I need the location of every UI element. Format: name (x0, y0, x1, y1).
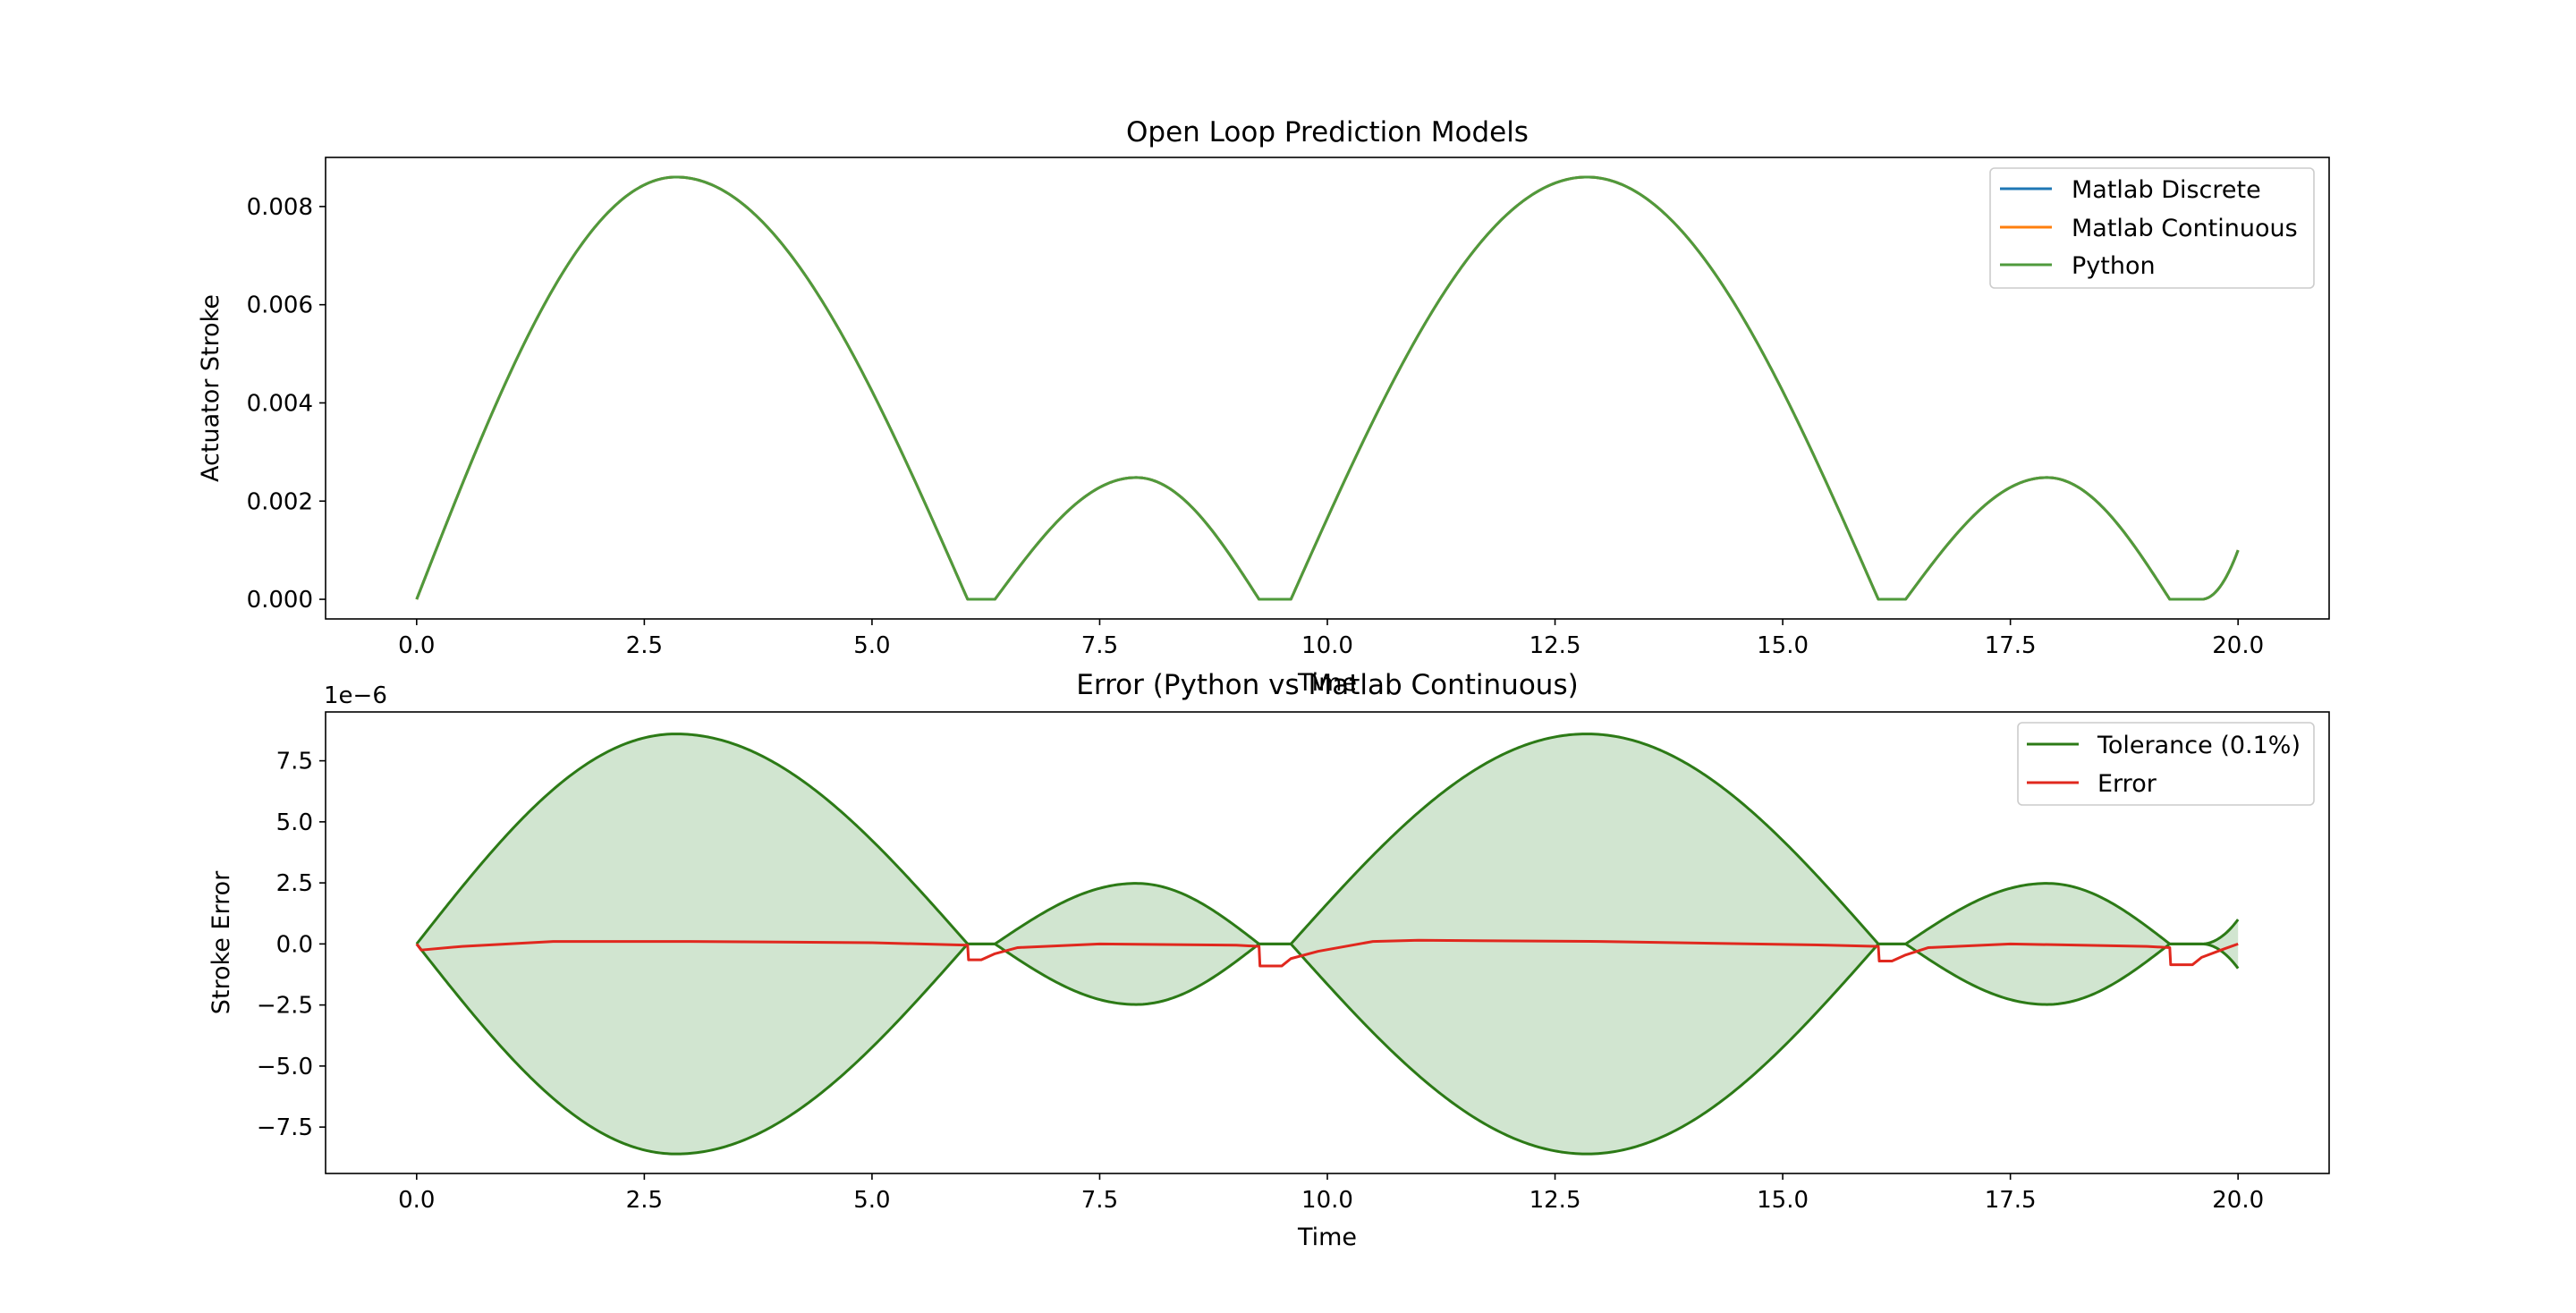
legend-label-tolerance: Tolerance (0.1%) (2097, 732, 2301, 759)
bottom-x-ticks: 0.0 2.5 5.0 7.5 10.0 12.5 15.0 17.5 20.0 (398, 1173, 2264, 1214)
bottom-y-tick-label: −7.5 (257, 1114, 313, 1141)
top-x-tick-label: 2.5 (626, 632, 663, 659)
bottom-x-tick-label: 5.0 (853, 1187, 890, 1214)
subplot-bottom: Error (Python vs Matlab Continuous) 1e−6… (208, 669, 2330, 1251)
top-x-tick-label: 17.5 (1985, 632, 2037, 659)
legend-label-matlab-discrete: Matlab Discrete (2072, 176, 2261, 204)
bottom-x-tick-label: 7.5 (1081, 1187, 1118, 1214)
legend-label-error: Error (2097, 770, 2157, 798)
tolerance-upper-line (415, 733, 2240, 945)
top-x-tick-label: 0.0 (398, 632, 435, 659)
bottom-x-tick-label: 17.5 (1985, 1187, 2037, 1214)
top-x-tick-label: 5.0 (853, 632, 890, 659)
top-y-tick-label: 0.004 (247, 390, 313, 417)
bottom-y-tick-label: 0.0 (276, 931, 313, 958)
top-y-tick-label: 0.002 (247, 488, 313, 515)
top-x-tick-label: 12.5 (1530, 632, 1581, 659)
top-y-axis-label: Actuator Stroke (197, 294, 225, 482)
bottom-y-tick-label: 5.0 (276, 809, 313, 836)
bottom-legend: Tolerance (0.1%) Error (2017, 722, 2315, 806)
top-legend: Matlab Discrete Matlab Continuous Python (1989, 167, 2315, 289)
subplot-top: Open Loop Prediction Models 0.0 2.5 5.0 7.5… (197, 116, 2330, 697)
bottom-y-tick-label: 7.5 (276, 749, 313, 775)
top-x-ticks: 0.0 2.5 5.0 7.5 10.0 12.5 15.0 17.5 20.0 (398, 619, 2264, 659)
top-x-axis-label: Time (1297, 669, 1357, 697)
bottom-y-tick-label: −2.5 (257, 993, 313, 1020)
bottom-x-tick-label: 12.5 (1530, 1187, 1581, 1214)
bottom-plot-area (415, 733, 2240, 1156)
bottom-x-tick-label: 10.0 (1301, 1187, 1353, 1214)
top-y-tick-label: 0.008 (247, 194, 313, 221)
legend-label-matlab-continuous: Matlab Continuous (2072, 215, 2298, 242)
bottom-x-tick-label: 20.0 (2212, 1187, 2264, 1214)
bottom-x-axis-label: Time (1297, 1224, 1357, 1251)
top-x-tick-label: 15.0 (1757, 632, 1809, 659)
bottom-y-ticks: −7.5 −5.0 −2.5 0.0 2.5 5.0 7.5 (257, 749, 326, 1141)
bottom-legend-box (2017, 722, 2315, 806)
bottom-x-tick-label: 0.0 (398, 1187, 435, 1214)
top-x-tick-label: 10.0 (1301, 632, 1353, 659)
bottom-y-axis-label: Stroke Error (208, 870, 235, 1014)
top-x-tick-label: 20.0 (2212, 632, 2264, 659)
bottom-x-tick-label: 2.5 (626, 1187, 663, 1214)
top-legend-box (1989, 167, 2315, 289)
top-y-tick-label: 0.000 (247, 587, 313, 614)
bottom-y-tick-label: −5.0 (257, 1054, 313, 1080)
bottom-x-tick-label: 15.0 (1757, 1187, 1809, 1214)
top-plot-area (415, 175, 2240, 601)
series-line-python (415, 175, 2240, 601)
bottom-offset-text: 1e−6 (324, 682, 387, 709)
top-y-ticks: 0.000 0.002 0.004 0.006 0.008 (247, 194, 326, 614)
top-x-tick-label: 7.5 (1081, 632, 1118, 659)
top-y-tick-label: 0.006 (247, 292, 313, 319)
error-line (415, 938, 2239, 968)
tolerance-band-fill (416, 733, 2239, 1155)
bottom-y-tick-label: 2.5 (276, 870, 313, 897)
top-chart-title: Open Loop Prediction Models (1126, 116, 1529, 148)
tolerance-lower-line (415, 942, 2240, 1156)
bottom-chart-title: Error (Python vs Matlab Continuous) (1076, 669, 1578, 701)
legend-label-python: Python (2072, 252, 2156, 280)
